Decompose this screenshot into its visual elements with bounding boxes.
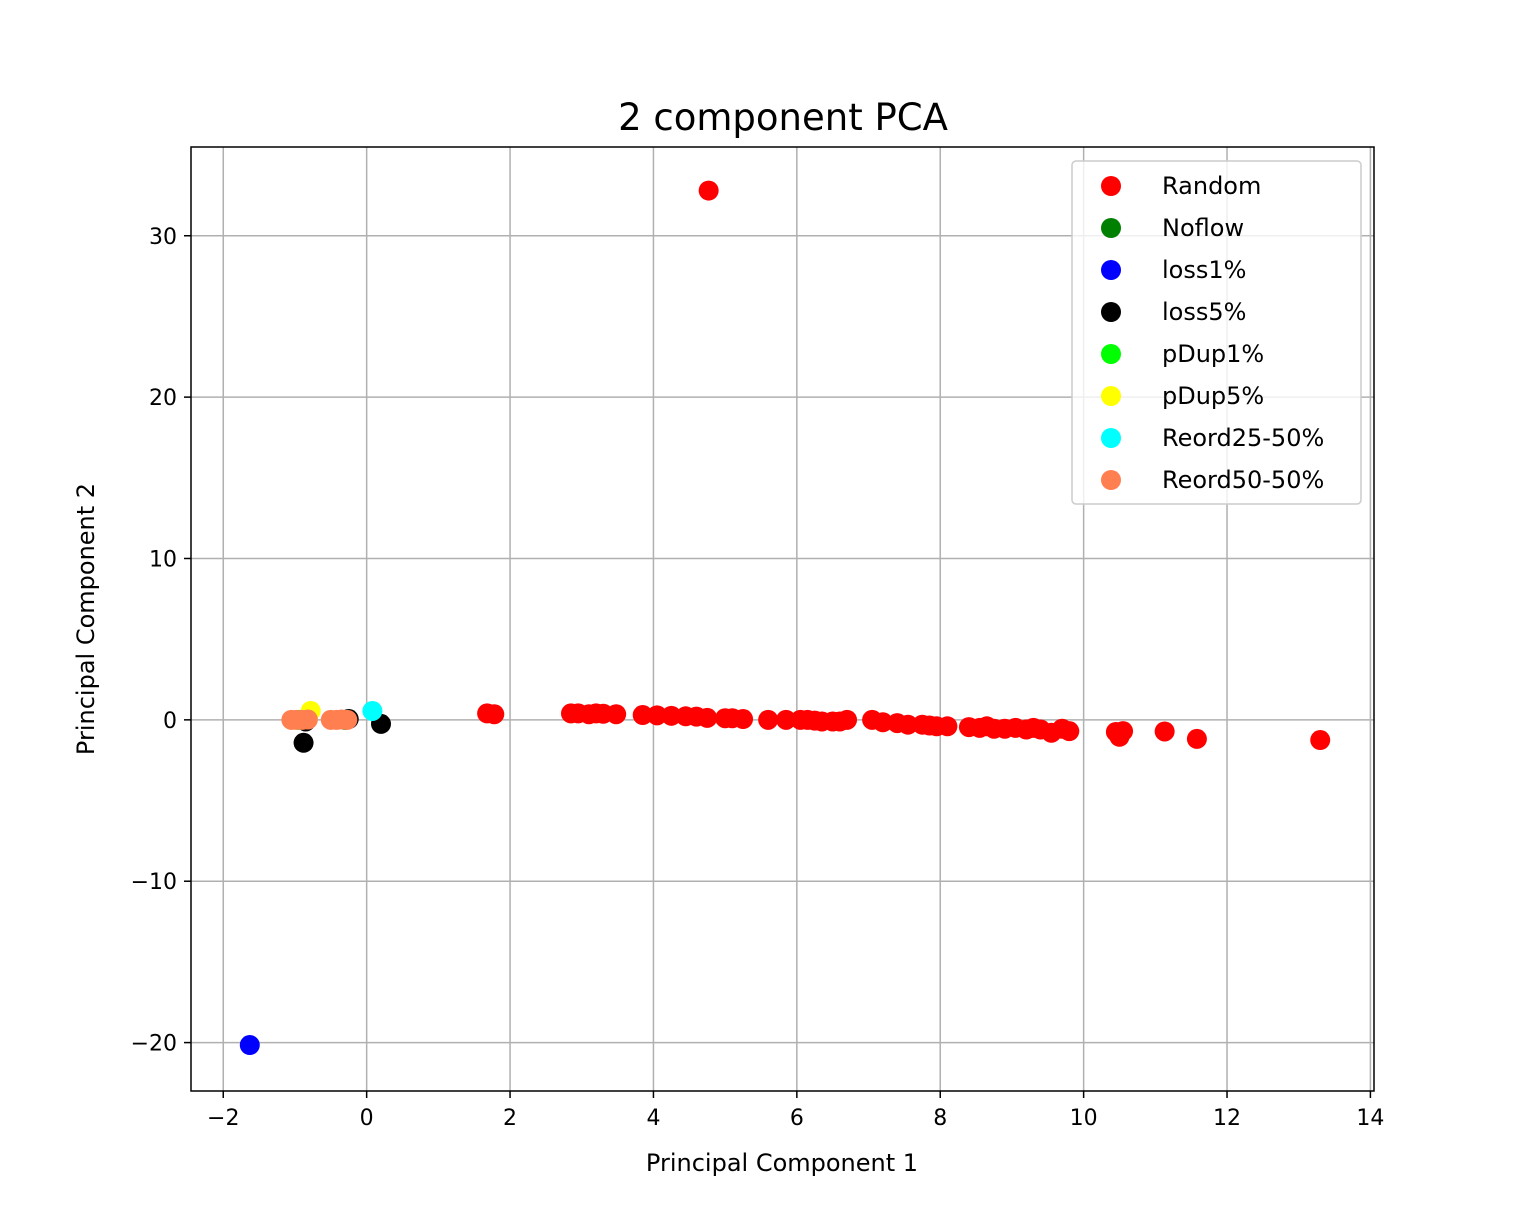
legend-label: Noflow (1162, 214, 1244, 242)
point-random (647, 705, 668, 726)
legend-label: Reord25-50% (1162, 424, 1324, 452)
legend: Random Noflow loss1% loss5% pDup1% pDup5% Reor… (1071, 160, 1362, 505)
legend-marker (1101, 260, 1121, 280)
point-reord50-50- (297, 709, 318, 730)
y-tick-label: 30 (149, 225, 177, 250)
y-axis-label: Principal Component 2 (72, 483, 100, 755)
x-tick-label: 0 (360, 1106, 374, 1131)
point-random (1059, 721, 1080, 742)
point-random (1154, 721, 1175, 742)
point-random (698, 180, 719, 201)
legend-label: loss5% (1162, 298, 1246, 326)
point-reord25-50- (362, 700, 383, 721)
point-random (1186, 728, 1207, 749)
legend-label: pDup5% (1162, 382, 1264, 410)
legend-marker (1101, 386, 1121, 406)
legend-marker (1101, 176, 1121, 196)
legend-marker (1101, 470, 1121, 490)
point-random (872, 712, 893, 733)
chart-title: 2 component PCA (618, 96, 948, 139)
legend-marker (1101, 302, 1121, 322)
data-points (239, 180, 1331, 1056)
legend-label: loss1% (1162, 256, 1246, 284)
point-random (937, 716, 958, 737)
point-random (837, 709, 858, 730)
x-tick-label: 14 (1356, 1106, 1384, 1131)
point-random (1310, 730, 1331, 751)
point-random (733, 709, 754, 730)
point-loss5- (293, 732, 314, 753)
legend-label: Random (1162, 172, 1261, 200)
legend-marker (1101, 428, 1121, 448)
point-random (632, 705, 653, 726)
point-random (484, 704, 505, 725)
legend-marker (1101, 344, 1121, 364)
x-tick-label: 2 (503, 1106, 517, 1131)
x-tick-label: 6 (790, 1106, 804, 1131)
x-tick-label: 10 (1070, 1106, 1098, 1131)
point-random (606, 704, 627, 725)
legend-label: pDup1% (1162, 340, 1264, 368)
y-tick-label: −20 (131, 1032, 177, 1057)
point-random (776, 709, 797, 730)
x-tick-label: −2 (207, 1106, 239, 1131)
x-tick-label: 8 (933, 1106, 947, 1131)
y-tick-label: 20 (149, 386, 177, 411)
point-random (1113, 721, 1134, 742)
x-axis-label: Principal Component 1 (646, 1149, 918, 1177)
point-random (758, 709, 779, 730)
point-reord50-50- (337, 709, 358, 730)
y-tick-label: 0 (163, 709, 177, 734)
point-random (897, 714, 918, 735)
point-random (697, 707, 718, 728)
point-random (661, 705, 682, 726)
plot-area-frame (190, 146, 1375, 1092)
legend-marker (1101, 218, 1121, 238)
y-tick-label: 10 (149, 547, 177, 572)
legend-label: Reord50-50% (1162, 466, 1324, 494)
y-tick-label: −10 (131, 870, 177, 895)
point-loss1- (239, 1035, 260, 1056)
x-tick-label: 12 (1213, 1106, 1241, 1131)
x-tick-label: 4 (646, 1106, 660, 1131)
legend-frame (1071, 160, 1362, 505)
